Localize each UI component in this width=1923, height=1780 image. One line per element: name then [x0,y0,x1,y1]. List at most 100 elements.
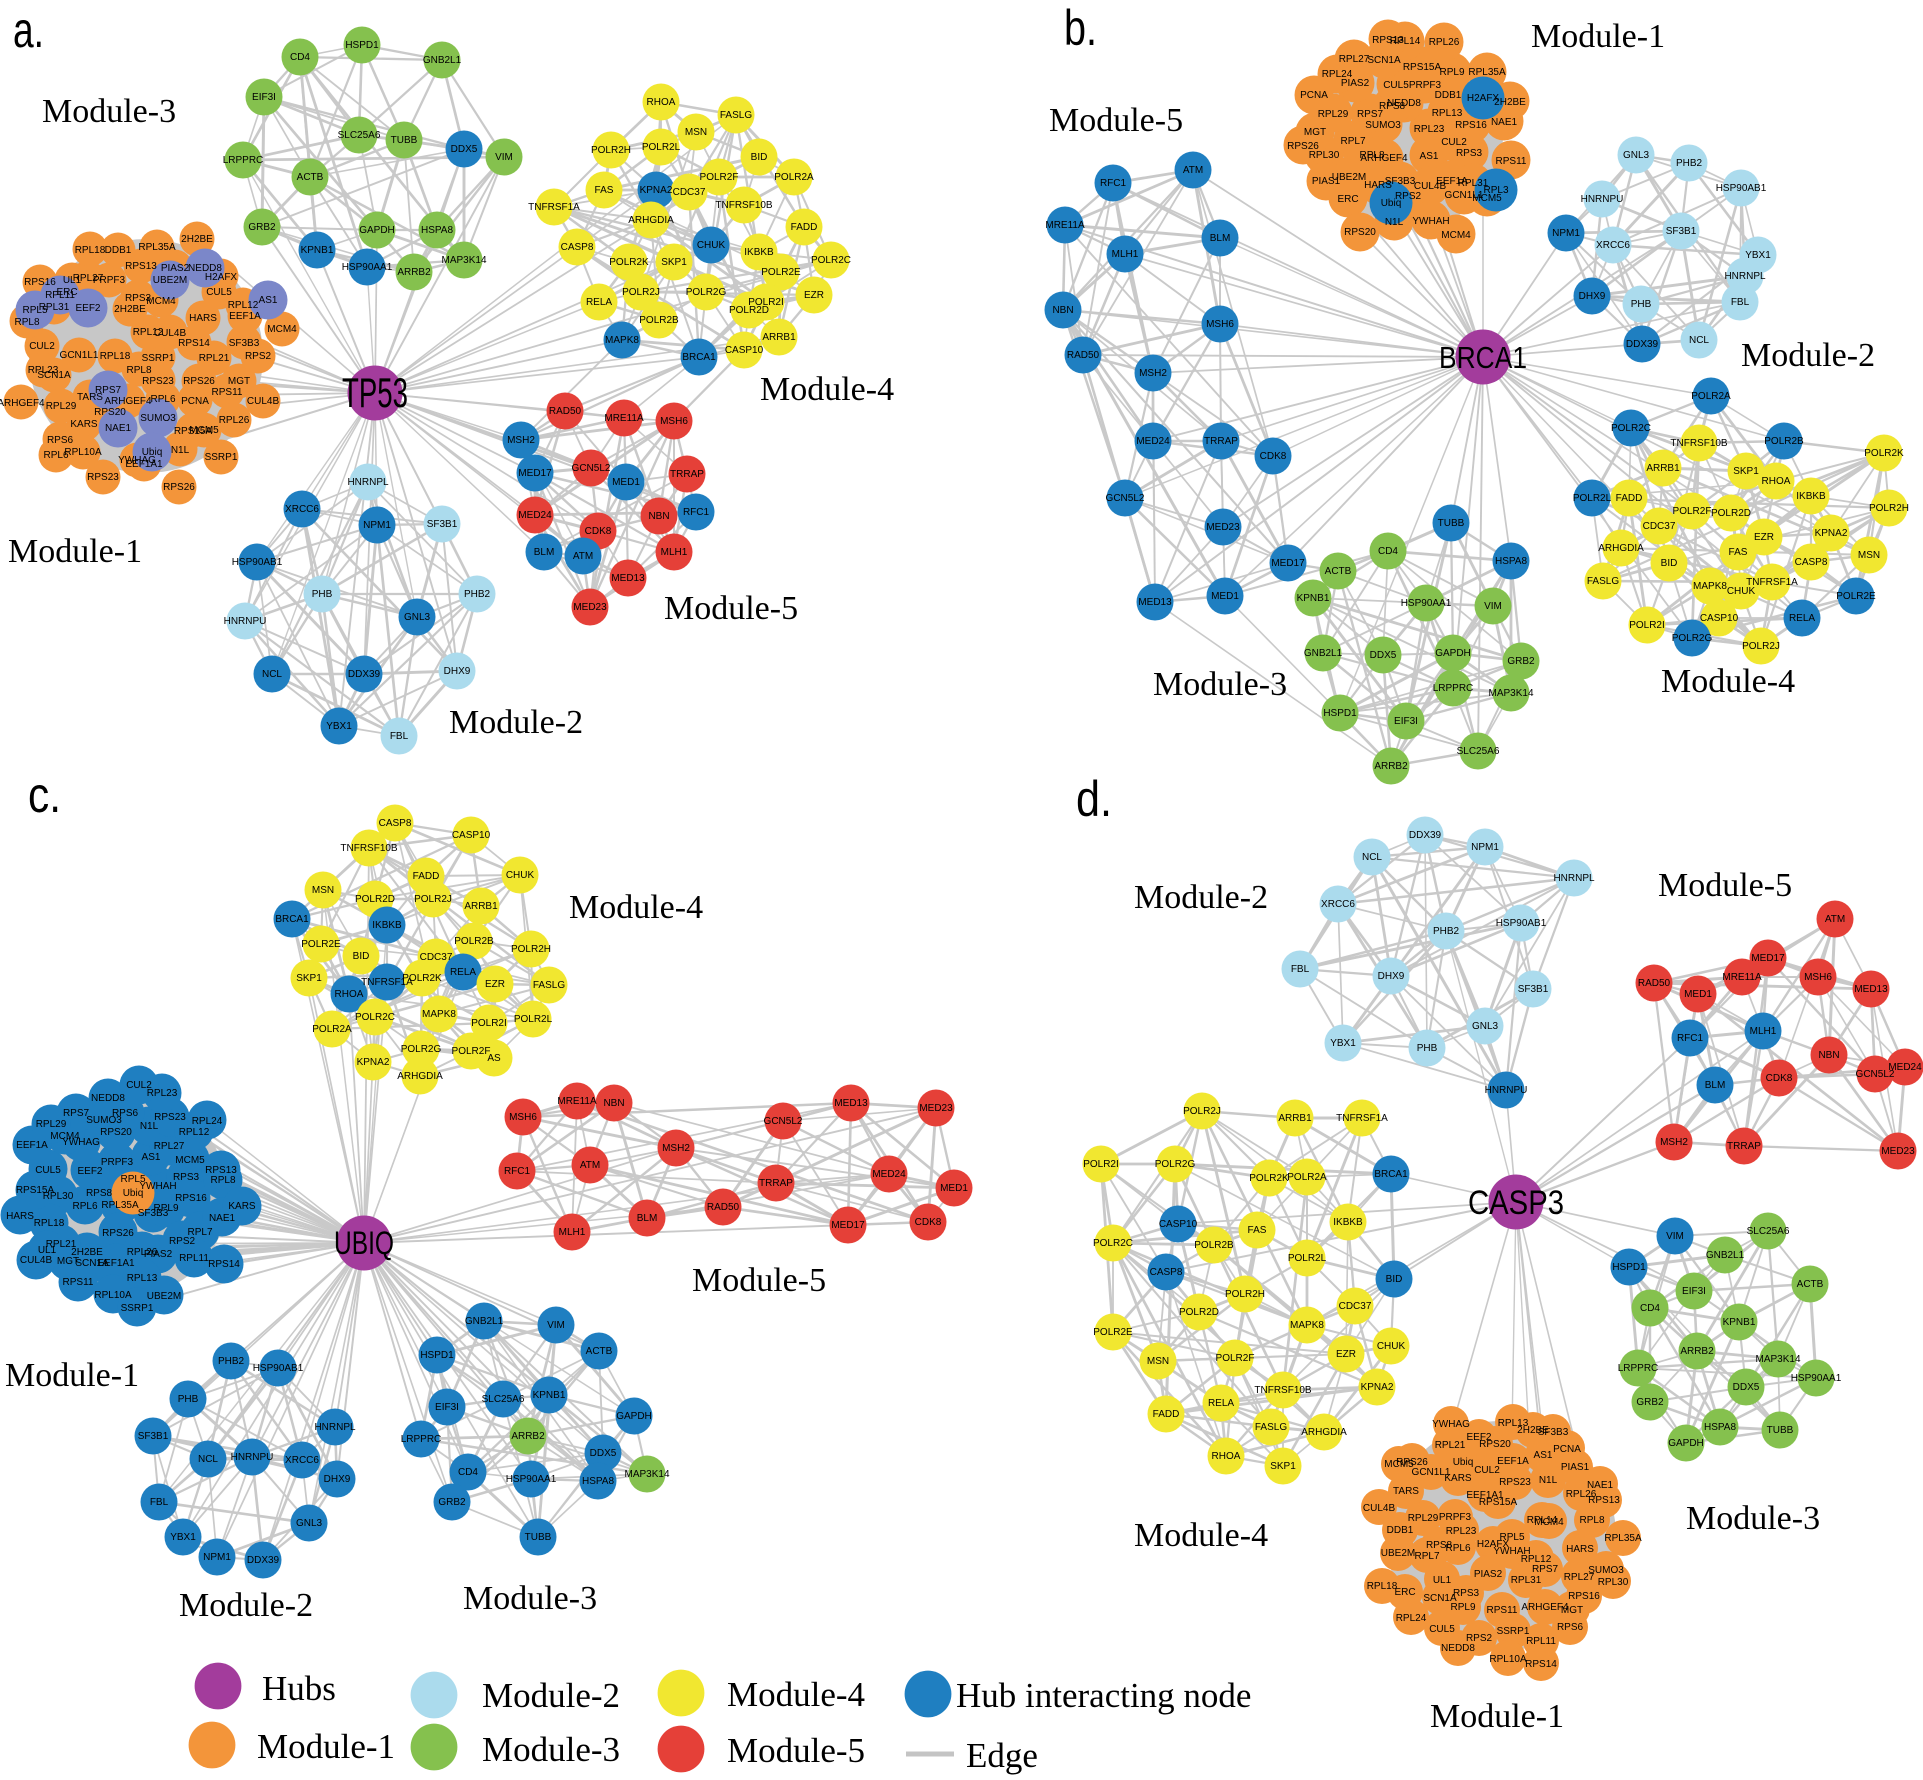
svg-text:MED24: MED24 [872,1169,906,1180]
svg-text:SLC25A6: SLC25A6 [1457,746,1500,757]
svg-text:EIF3I: EIF3I [1394,716,1418,727]
svg-text:POLR2L: POLR2L [642,142,681,153]
svg-text:SCN1A: SCN1A [1423,1593,1457,1604]
svg-text:RPL11: RPL11 [45,290,75,301]
svg-text:EEF1A: EEF1A [229,311,261,322]
svg-text:HNRNPL: HNRNPL [347,477,389,488]
svg-text:POLR2H: POLR2H [1869,503,1909,514]
svg-text:RPL7: RPL7 [1414,1551,1439,1562]
svg-text:Module-5: Module-5 [1658,867,1792,904]
svg-text:Module-4: Module-4 [727,1675,865,1714]
svg-text:GNL3: GNL3 [1472,1021,1499,1032]
svg-text:KARS: KARS [228,1201,256,1212]
svg-text:RPL23: RPL23 [1414,124,1445,135]
svg-text:RELA: RELA [1789,613,1815,624]
svg-text:MED17: MED17 [1271,558,1305,569]
svg-text:GRB2: GRB2 [248,222,276,233]
svg-text:Module-5: Module-5 [692,1262,826,1299]
svg-text:RPL18: RPL18 [1367,1581,1398,1592]
svg-text:RAD50: RAD50 [549,406,582,417]
svg-text:MED24: MED24 [518,510,552,521]
svg-text:KPNA2: KPNA2 [1815,528,1848,539]
svg-text:NAE1: NAE1 [105,423,132,434]
svg-text:TNFRSF10B: TNFRSF10B [340,843,398,854]
svg-text:POLR2D: POLR2D [1711,508,1751,519]
svg-text:ACTB: ACTB [586,1346,613,1357]
svg-text:HNRNPL: HNRNPL [1724,271,1766,282]
svg-text:MSH6: MSH6 [1804,972,1832,983]
svg-text:RPS11: RPS11 [63,1277,94,1288]
svg-text:POLR2K: POLR2K [1864,448,1904,459]
svg-text:HSPD1: HSPD1 [1323,708,1357,719]
svg-text:POLR2I: POLR2I [471,1018,507,1029]
svg-text:ATM: ATM [580,1160,600,1171]
svg-text:RPL18: RPL18 [100,351,131,362]
svg-text:RPS16: RPS16 [1455,120,1487,131]
svg-text:RPL24: RPL24 [1396,1613,1427,1624]
svg-text:RPL29: RPL29 [1408,1513,1439,1524]
svg-text:IKBKB: IKBKB [372,920,402,931]
svg-text:POLR2A: POLR2A [312,1024,352,1035]
svg-text:RELA: RELA [1208,1398,1234,1409]
svg-text:SSRP1: SSRP1 [205,452,238,463]
svg-text:DDX39: DDX39 [1409,830,1442,841]
svg-text:HSP90AA1: HSP90AA1 [1401,598,1452,609]
svg-text:RPL11: RPL11 [179,1253,209,1264]
svg-text:FBL: FBL [150,1497,169,1508]
svg-text:CUL2: CUL2 [1441,137,1467,148]
svg-text:CASP8: CASP8 [379,818,412,829]
svg-text:MED17: MED17 [1751,953,1785,964]
svg-text:HNRNPL: HNRNPL [1553,873,1595,884]
svg-text:RPL8: RPL8 [1579,1515,1604,1526]
svg-text:2H2BE: 2H2BE [114,304,146,315]
svg-text:Module-5: Module-5 [727,1731,865,1770]
svg-text:Ubiq: Ubiq [123,1188,144,1199]
svg-text:RPL23: RPL23 [28,365,59,376]
svg-text:SSRP1: SSRP1 [142,353,175,364]
svg-text:NBN: NBN [648,511,669,522]
svg-text:POLR2K: POLR2K [1249,1173,1289,1184]
svg-text:Hub interacting node: Hub interacting node [956,1676,1251,1715]
svg-text:DDB1: DDB1 [1387,1525,1414,1536]
svg-text:BID: BID [1661,558,1678,569]
svg-text:ARHGEF4: ARHGEF4 [0,398,45,409]
svg-text:TP53: TP53 [342,369,408,416]
svg-text:KPNA2: KPNA2 [357,1057,390,1068]
svg-text:CASP3: CASP3 [1468,1184,1564,1222]
svg-text:GCN1L1: GCN1L1 [1412,1467,1451,1478]
svg-text:ACTB: ACTB [1325,566,1352,577]
svg-text:POLR2F: POLR2F [1673,506,1712,517]
svg-text:POLR2D: POLR2D [355,894,395,905]
svg-text:MGT: MGT [1304,127,1326,138]
svg-text:EEF2: EEF2 [77,1166,102,1177]
svg-text:CHUK: CHUK [697,240,726,251]
svg-text:NEDD8: NEDD8 [188,263,222,274]
svg-text:FASLG: FASLG [1587,576,1619,587]
svg-text:Module-4: Module-4 [569,889,703,926]
svg-text:FADD: FADD [413,871,440,882]
svg-text:MED13: MED13 [1138,597,1172,608]
svg-text:Module-3: Module-3 [1686,1500,1820,1537]
svg-text:CDK8: CDK8 [1766,1073,1793,1084]
svg-text:SSRP1: SSRP1 [121,1303,154,1314]
svg-text:RPL21: RPL21 [1435,1440,1466,1451]
svg-text:d.: d. [1076,771,1112,827]
svg-text:TNFRSF1A: TNFRSF1A [528,202,580,213]
svg-text:RPS13: RPS13 [125,261,157,272]
svg-text:DDX39: DDX39 [1626,339,1659,350]
svg-text:RPS7: RPS7 [1532,1564,1559,1575]
svg-text:POLR2C: POLR2C [355,1012,395,1023]
svg-text:NCL: NCL [1362,852,1382,863]
svg-text:MED1: MED1 [940,1183,968,1194]
svg-text:HSPA8: HSPA8 [421,225,453,236]
svg-text:RHOA: RHOA [647,97,676,108]
svg-text:GNB2L1: GNB2L1 [465,1316,504,1327]
svg-text:GAPDH: GAPDH [616,1411,652,1422]
svg-text:RPS13: RPS13 [1372,35,1404,46]
svg-text:KPNB1: KPNB1 [301,245,334,256]
svg-text:TRRAP: TRRAP [759,1178,793,1189]
svg-text:LRPPRC: LRPPRC [401,1434,442,1445]
svg-text:PRPF3: PRPF3 [1439,1512,1472,1523]
svg-text:Hubs: Hubs [262,1669,336,1708]
svg-text:HNRNPU: HNRNPU [1581,194,1624,205]
